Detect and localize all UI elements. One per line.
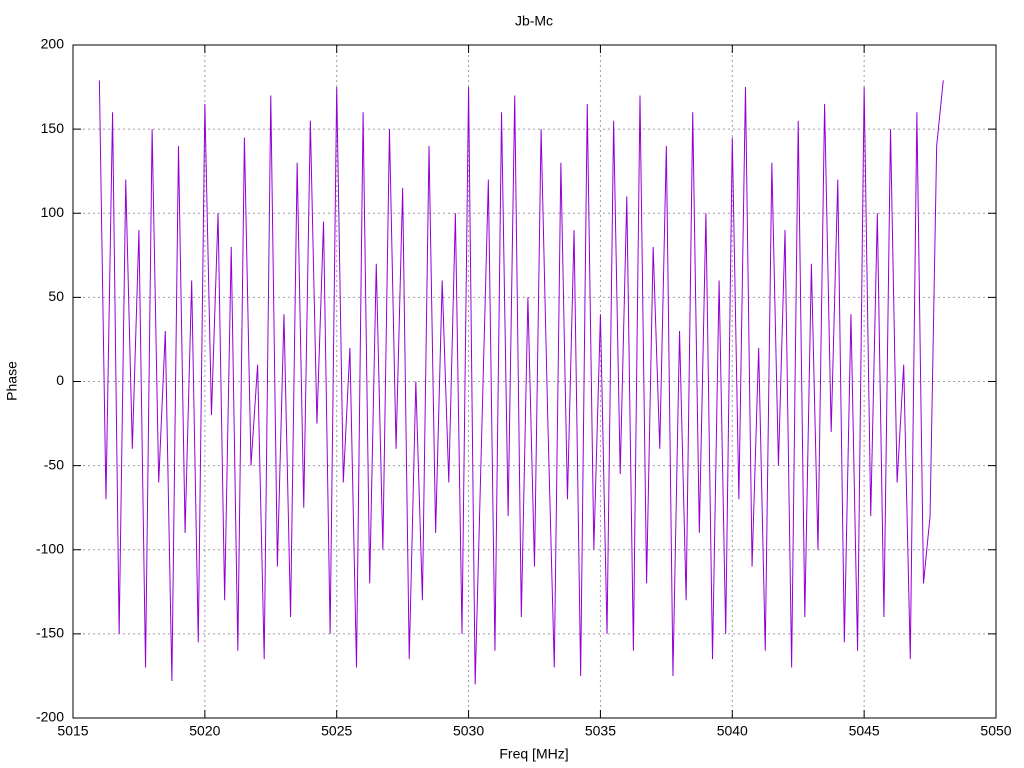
y-tick-label: 100	[41, 204, 65, 220]
x-tick-label: 5025	[321, 723, 352, 739]
y-tick-label: 200	[41, 36, 65, 52]
y-tick-label: 50	[48, 288, 64, 304]
x-tick-label: 5020	[189, 723, 220, 739]
x-tick-label: 5035	[585, 723, 616, 739]
y-tick-label: 0	[56, 372, 64, 388]
y-axis-label: Phase	[4, 361, 20, 401]
y-tick-label: 150	[41, 120, 65, 136]
x-tick-label: 5050	[980, 723, 1011, 739]
x-axis-label: Freq [MHz]	[499, 746, 568, 762]
x-tick-label: 5030	[453, 723, 484, 739]
plot-frame	[72, 44, 997, 719]
data-line	[98, 80, 944, 685]
x-tick-label: 5015	[57, 723, 88, 739]
chart-title: Jb-Mc	[515, 13, 553, 29]
y-tick-label: -150	[36, 625, 64, 641]
y-tick-label: -100	[36, 540, 64, 556]
x-tick-label: 5040	[717, 723, 748, 739]
y-tick-label: -50	[44, 456, 64, 472]
y-tick-label: -200	[36, 709, 64, 725]
x-tick-label: 5045	[849, 723, 880, 739]
